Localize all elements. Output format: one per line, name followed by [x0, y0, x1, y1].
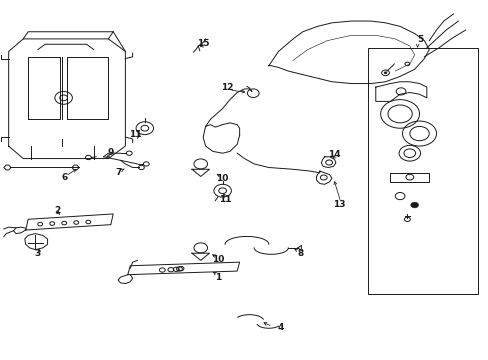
Text: 4: 4 — [277, 323, 284, 332]
Text: 12: 12 — [221, 83, 233, 92]
Text: 9: 9 — [107, 148, 114, 157]
Bar — [368, 48, 477, 294]
Text: 15: 15 — [197, 39, 209, 48]
Text: 7: 7 — [115, 168, 121, 177]
Text: 1: 1 — [214, 273, 221, 282]
Text: 8: 8 — [297, 249, 303, 258]
Circle shape — [383, 72, 386, 74]
Text: 10: 10 — [211, 255, 224, 264]
Text: 10: 10 — [216, 174, 228, 183]
Text: 13: 13 — [332, 200, 345, 209]
Text: 5: 5 — [417, 35, 423, 44]
Circle shape — [410, 202, 418, 208]
Text: 6: 6 — [61, 174, 67, 183]
Text: 3: 3 — [35, 249, 41, 258]
Text: 11: 11 — [128, 130, 141, 139]
Text: 2: 2 — [54, 206, 61, 215]
Text: 11: 11 — [218, 195, 231, 204]
Text: 14: 14 — [327, 150, 340, 159]
